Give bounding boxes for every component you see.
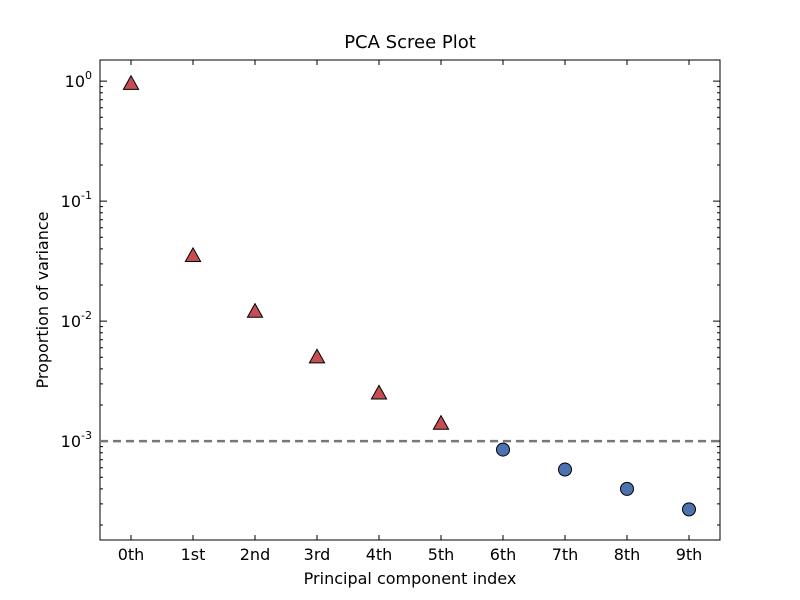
triangle-marker xyxy=(308,348,326,364)
y-tick-label: 10-2 xyxy=(61,309,92,331)
plot-frame xyxy=(99,59,721,541)
x-tick-label: 8th xyxy=(614,545,641,564)
y-tick-label: 100 xyxy=(65,69,92,91)
x-tick-label: 5th xyxy=(428,545,455,564)
y-axis-label: Proportion of variance xyxy=(33,211,52,388)
circle-marker xyxy=(558,462,572,477)
x-tick-label: 6th xyxy=(490,545,517,564)
triangle-marker xyxy=(432,414,450,430)
x-tick-label: 1st xyxy=(181,545,206,564)
x-axis-label: Principal component index xyxy=(304,569,517,588)
circle-marker xyxy=(682,502,696,517)
x-tick-label: 4th xyxy=(366,545,393,564)
triangle-marker xyxy=(370,384,388,400)
y-tick-label: 10-1 xyxy=(61,189,92,211)
y-tick-label: 10-3 xyxy=(61,429,92,451)
x-tick-label: 2nd xyxy=(240,545,270,564)
x-tick-label: 7th xyxy=(552,545,579,564)
triangle-marker xyxy=(184,246,202,262)
triangle-marker xyxy=(122,74,140,90)
x-tick-label: 3rd xyxy=(304,545,331,564)
circle-marker xyxy=(496,442,510,457)
circle-marker xyxy=(620,481,634,496)
chart-title: PCA Scree Plot xyxy=(344,32,476,53)
plot-area: 0th 1st 2nd 3rd 4th 5th 6th 7th 8th 9th 100 10-1 10-… xyxy=(61,59,721,564)
x-tick-label: 9th xyxy=(676,545,703,564)
x-tick-label: 0th xyxy=(118,545,145,564)
triangle-marker xyxy=(246,302,264,318)
